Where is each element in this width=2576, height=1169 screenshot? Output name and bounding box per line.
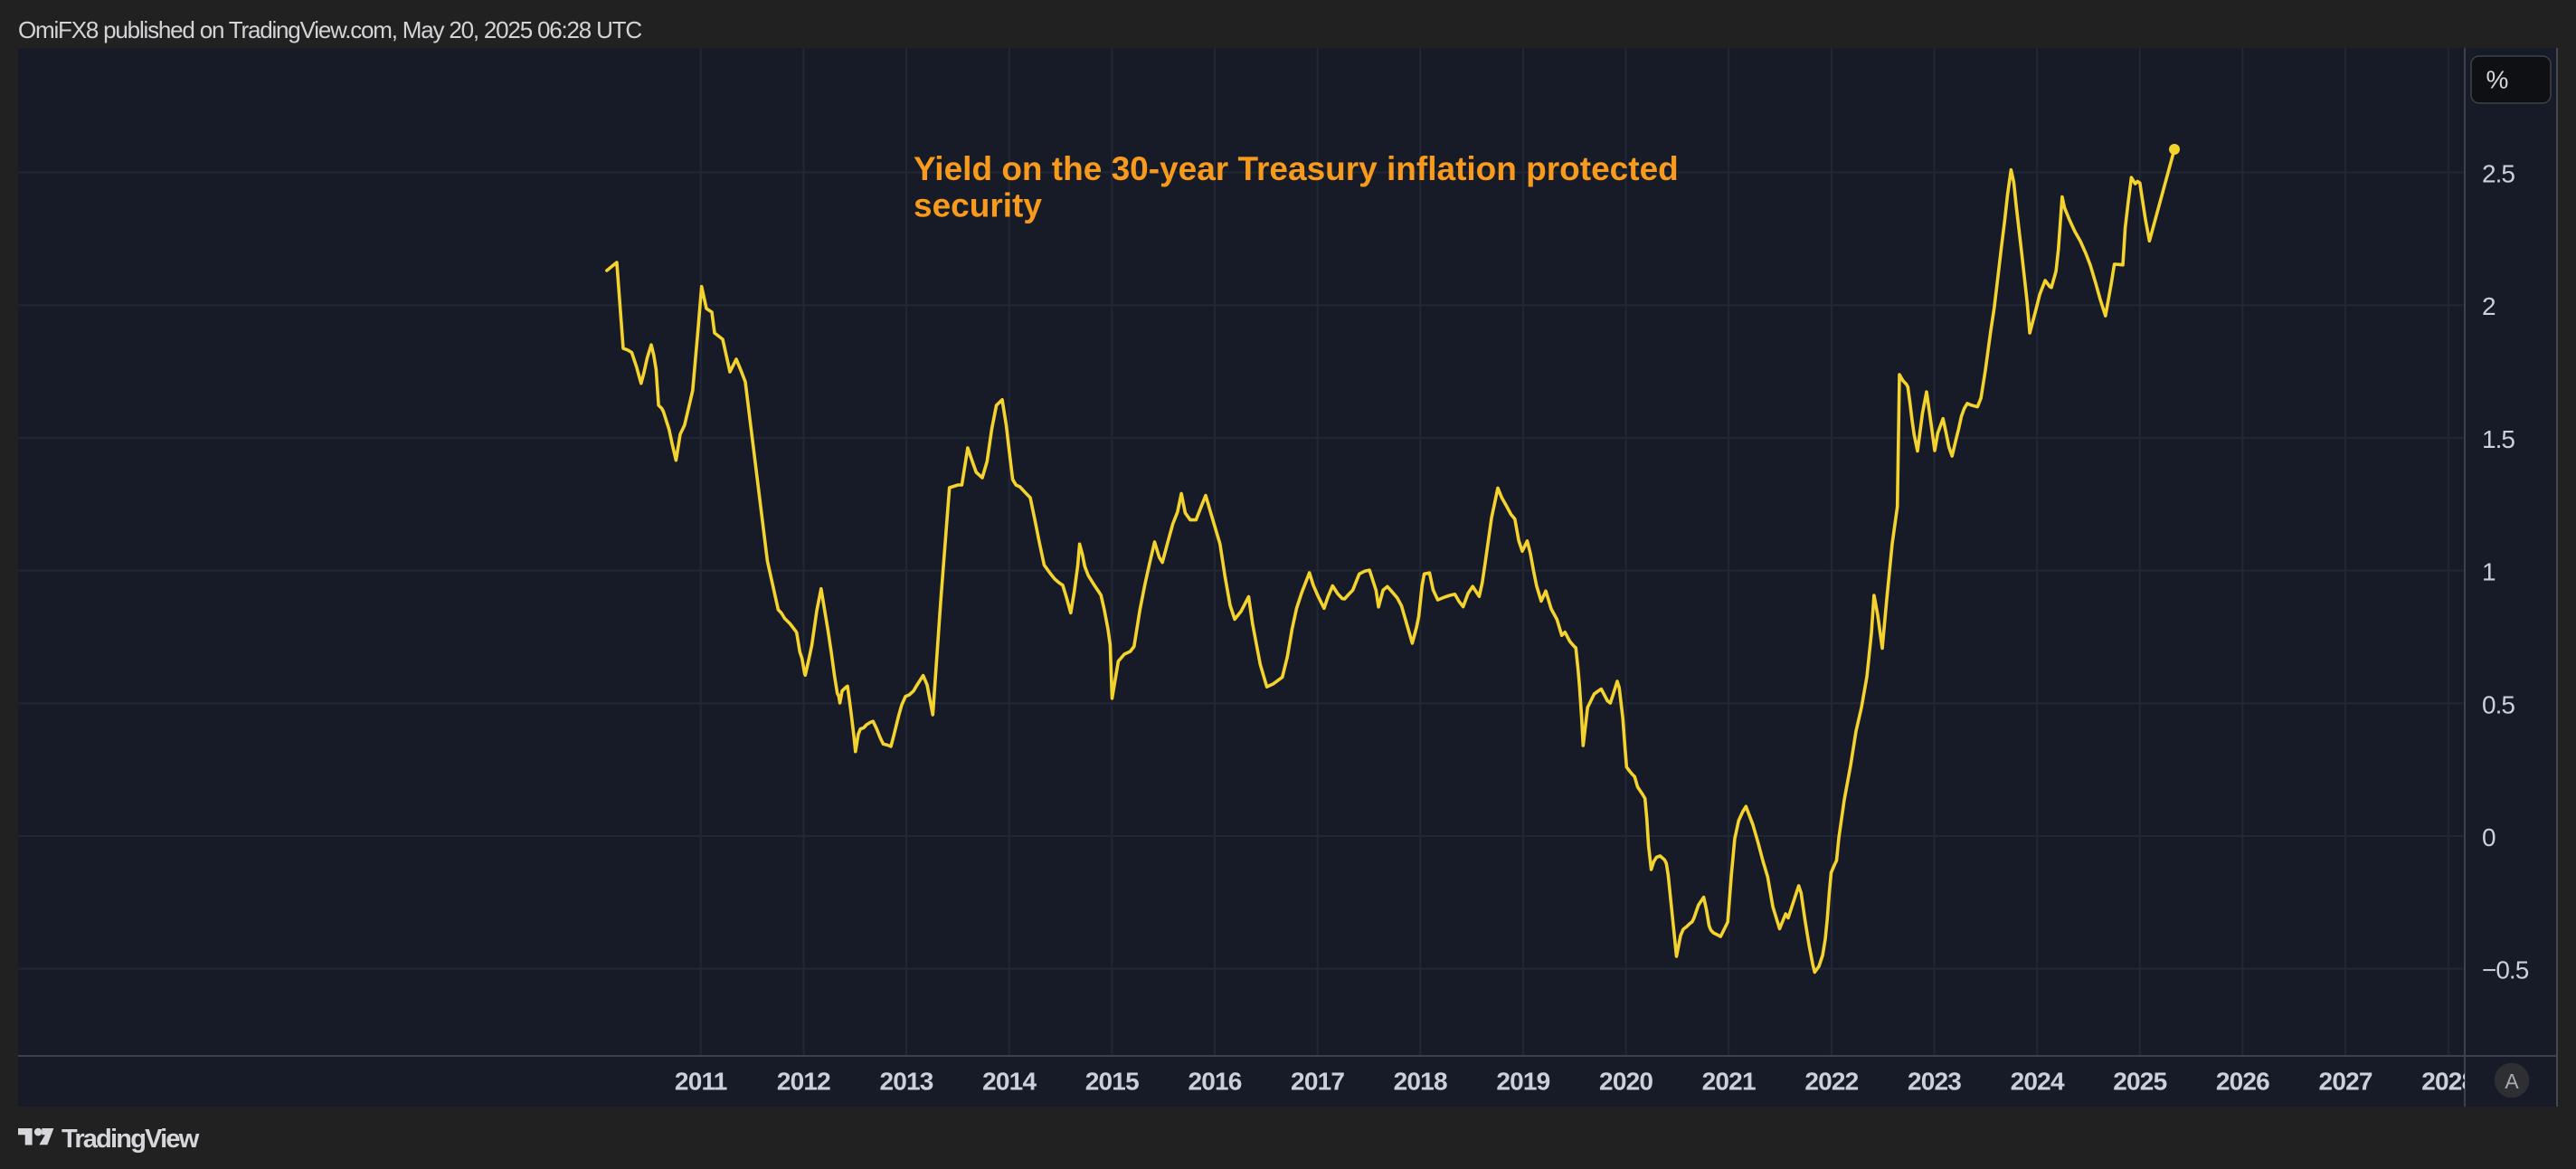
svg-text:2025: 2025	[2113, 1068, 2166, 1096]
svg-text:2015: 2015	[1085, 1068, 1139, 1096]
svg-text:security: security	[914, 187, 1042, 224]
svg-text:2028: 2028	[2421, 1068, 2475, 1096]
svg-text:2011: 2011	[675, 1068, 727, 1096]
svg-text:%: %	[2486, 66, 2509, 94]
svg-text:1: 1	[2482, 558, 2496, 586]
svg-text:2016: 2016	[1188, 1068, 1241, 1096]
svg-text:−0.5: −0.5	[2482, 956, 2529, 984]
svg-text:2022: 2022	[1804, 1068, 1858, 1096]
svg-text:2.5: 2.5	[2482, 160, 2514, 188]
svg-text:2026: 2026	[2216, 1068, 2269, 1096]
svg-text:2018: 2018	[1394, 1068, 1447, 1096]
svg-text:1.5: 1.5	[2482, 425, 2514, 453]
svg-text:2021: 2021	[1702, 1068, 1756, 1096]
svg-text:0.5: 0.5	[2482, 690, 2514, 718]
svg-text:2024: 2024	[2011, 1068, 2065, 1096]
svg-text:2017: 2017	[1291, 1068, 1344, 1096]
svg-text:2014: 2014	[982, 1068, 1037, 1096]
svg-text:2013: 2013	[879, 1068, 933, 1096]
svg-text:A: A	[2505, 1069, 2519, 1093]
svg-text:2019: 2019	[1496, 1068, 1549, 1096]
svg-text:2: 2	[2482, 292, 2496, 320]
svg-text:Yield on the 30-year Treasury: Yield on the 30-year Treasury inflation …	[914, 150, 1679, 187]
svg-text:2027: 2027	[2319, 1068, 2372, 1096]
svg-text:2012: 2012	[777, 1068, 830, 1096]
svg-text:2023: 2023	[1908, 1068, 1961, 1096]
svg-text:0: 0	[2482, 823, 2496, 851]
svg-text:2020: 2020	[1599, 1068, 1653, 1096]
